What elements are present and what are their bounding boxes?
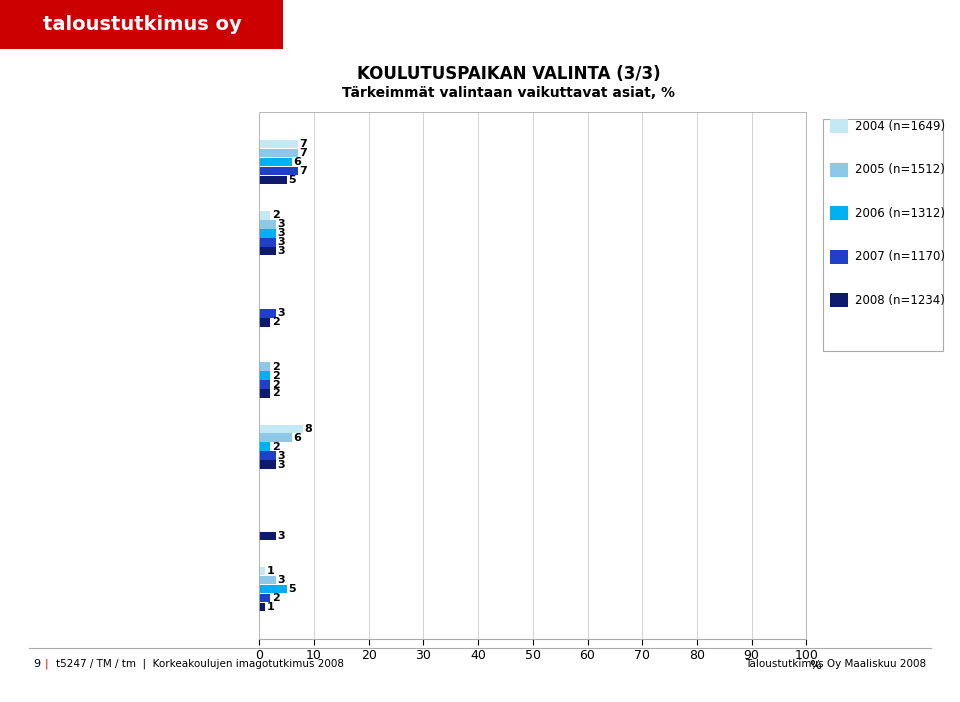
Bar [259, 576, 276, 584]
Bar [259, 309, 276, 318]
Text: |: | [44, 659, 48, 669]
Bar [259, 220, 276, 229]
Bar [259, 318, 270, 326]
Text: 7: 7 [300, 148, 307, 158]
Text: 3: 3 [277, 246, 285, 256]
Bar [259, 362, 270, 371]
Text: 2: 2 [272, 442, 279, 451]
Text: 8: 8 [304, 424, 312, 434]
Text: 2: 2 [272, 371, 279, 380]
Bar [259, 567, 265, 576]
Bar [259, 149, 298, 157]
Text: 2: 2 [272, 593, 279, 603]
Bar [259, 425, 303, 433]
Text: %: % [809, 658, 821, 672]
Text: 6: 6 [294, 432, 301, 443]
Bar [259, 211, 270, 220]
Bar [259, 603, 265, 611]
Bar [259, 140, 298, 148]
Text: 3: 3 [277, 308, 285, 319]
Text: 2: 2 [272, 362, 279, 371]
Text: 3: 3 [277, 237, 285, 247]
Text: 2006 (n=1312): 2006 (n=1312) [855, 207, 946, 220]
Bar [259, 176, 287, 185]
Text: 3: 3 [277, 575, 285, 585]
Bar [259, 247, 276, 256]
Text: 2005 (n=1512): 2005 (n=1512) [855, 164, 946, 176]
Bar [259, 158, 292, 166]
Text: 2008 (n=1234): 2008 (n=1234) [855, 294, 946, 307]
Bar [259, 451, 276, 460]
Text: 5: 5 [288, 584, 296, 594]
Bar [259, 389, 270, 398]
Text: 2: 2 [272, 388, 279, 399]
Text: 2007 (n=1170): 2007 (n=1170) [855, 251, 946, 263]
Text: 7: 7 [300, 139, 307, 150]
Text: 1: 1 [266, 566, 274, 576]
Bar [259, 594, 270, 602]
Bar [259, 229, 276, 237]
Bar [259, 238, 276, 246]
Text: 6: 6 [294, 157, 301, 167]
Text: taloustutkimus oy: taloustutkimus oy [42, 15, 242, 34]
Text: 3: 3 [277, 531, 285, 541]
Text: KOULUTUSPAIKAN VALINTA (3/3): KOULUTUSPAIKAN VALINTA (3/3) [357, 65, 660, 83]
Bar [259, 442, 270, 451]
Text: 2: 2 [272, 211, 279, 220]
Text: 5: 5 [288, 175, 296, 185]
Text: 2: 2 [272, 380, 279, 390]
Text: 3: 3 [277, 460, 285, 470]
Text: 3: 3 [277, 451, 285, 461]
Text: 1: 1 [266, 602, 274, 612]
Text: 2004 (n=1649): 2004 (n=1649) [855, 120, 946, 133]
Text: 3: 3 [277, 228, 285, 238]
Text: 7: 7 [300, 166, 307, 176]
Bar [259, 531, 276, 540]
Text: Taloustutkimus Oy Maaliskuu 2008: Taloustutkimus Oy Maaliskuu 2008 [745, 659, 926, 669]
Text: t5247 / TM / tm  |  Korkeakoulujen imagotutkimus 2008: t5247 / TM / tm | Korkeakoulujen imagotu… [56, 659, 344, 669]
Bar [259, 585, 287, 593]
Text: 2: 2 [272, 317, 279, 327]
Text: 9: 9 [34, 659, 40, 669]
Text: Tärkeimmät valintaan vaikuttavat asiat, %: Tärkeimmät valintaan vaikuttavat asiat, … [343, 86, 675, 100]
Bar [259, 433, 292, 442]
Bar [259, 167, 298, 176]
Text: 3: 3 [277, 219, 285, 230]
Bar [259, 371, 270, 380]
Bar [259, 461, 276, 469]
Bar [259, 380, 270, 389]
